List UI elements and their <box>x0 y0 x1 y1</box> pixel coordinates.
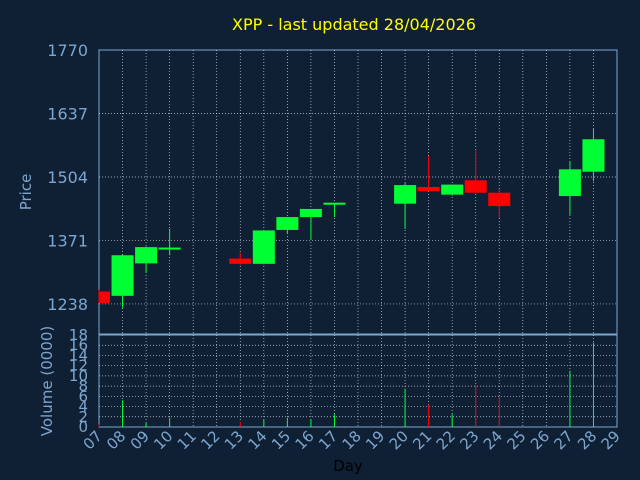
candle-body <box>229 258 252 264</box>
candle-body <box>394 185 417 204</box>
chart-title: XPP - last updated 28/04/2026 <box>232 15 476 34</box>
x-tick-label: 25 <box>503 427 529 453</box>
x-axis-label: Day <box>333 457 363 475</box>
candle-body <box>582 139 605 172</box>
volume-tick-label: 4 <box>78 398 88 416</box>
x-tick-label: 29 <box>598 427 624 453</box>
volume-axis-label: Volume (0000) <box>38 326 56 436</box>
x-tick-label: 27 <box>551 427 577 453</box>
volume-tick-label: 0 <box>78 418 88 436</box>
volume-tick-label: 6 <box>78 387 88 405</box>
price-tick-label: 1770 <box>47 41 88 60</box>
price-tick-label: 1238 <box>47 295 88 314</box>
x-tick-label: 13 <box>221 427 247 453</box>
candle-body <box>252 230 275 264</box>
volume-tick-label: 14 <box>69 346 88 364</box>
candle-body <box>99 291 110 303</box>
x-tick-label: 16 <box>292 427 318 453</box>
candle-body <box>464 180 487 193</box>
volume-tick-label: 16 <box>69 336 88 354</box>
x-tick-label: 24 <box>480 427 506 453</box>
candle-body <box>417 186 440 192</box>
candle-body <box>135 247 158 264</box>
x-tick-label: 19 <box>362 427 388 453</box>
x-tick-label: 22 <box>433 427 459 453</box>
candle-body <box>158 247 181 250</box>
price-axis-label: Price <box>17 174 35 211</box>
x-tick-label: 28 <box>574 427 600 453</box>
x-tick-label: 17 <box>315 427 341 453</box>
price-tick-label: 1371 <box>47 231 88 250</box>
x-tick-label: 08 <box>103 427 129 453</box>
volume-tick-label: 2 <box>78 408 88 426</box>
x-tick-label: 15 <box>268 427 294 453</box>
price-tick-label: 1637 <box>47 104 88 123</box>
candle-body <box>299 208 322 218</box>
candle-body <box>276 217 299 230</box>
x-tick-label: 14 <box>244 427 270 453</box>
x-tick-label: 20 <box>386 427 412 453</box>
candle-body <box>323 202 346 205</box>
x-tick-label: 26 <box>527 427 553 453</box>
price-tick-label: 1504 <box>47 168 88 187</box>
volume-tick-label: 18 <box>69 326 88 344</box>
x-tick-label: 21 <box>409 427 435 453</box>
volume-tick-label: 10 <box>69 367 88 385</box>
candle-body <box>558 169 581 197</box>
x-tick-label: 11 <box>174 427 200 453</box>
candle-body <box>111 255 134 296</box>
volume-tick-label: 8 <box>78 377 88 395</box>
x-tick-label: 10 <box>150 427 176 453</box>
x-tick-label: 18 <box>339 427 365 453</box>
candle-body <box>488 192 511 207</box>
candle-body <box>441 184 464 195</box>
volume-tick-label: 12 <box>69 357 88 375</box>
x-tick-label: 12 <box>197 427 223 453</box>
x-tick-label: 23 <box>456 427 482 453</box>
x-tick-label: 09 <box>127 427 153 453</box>
